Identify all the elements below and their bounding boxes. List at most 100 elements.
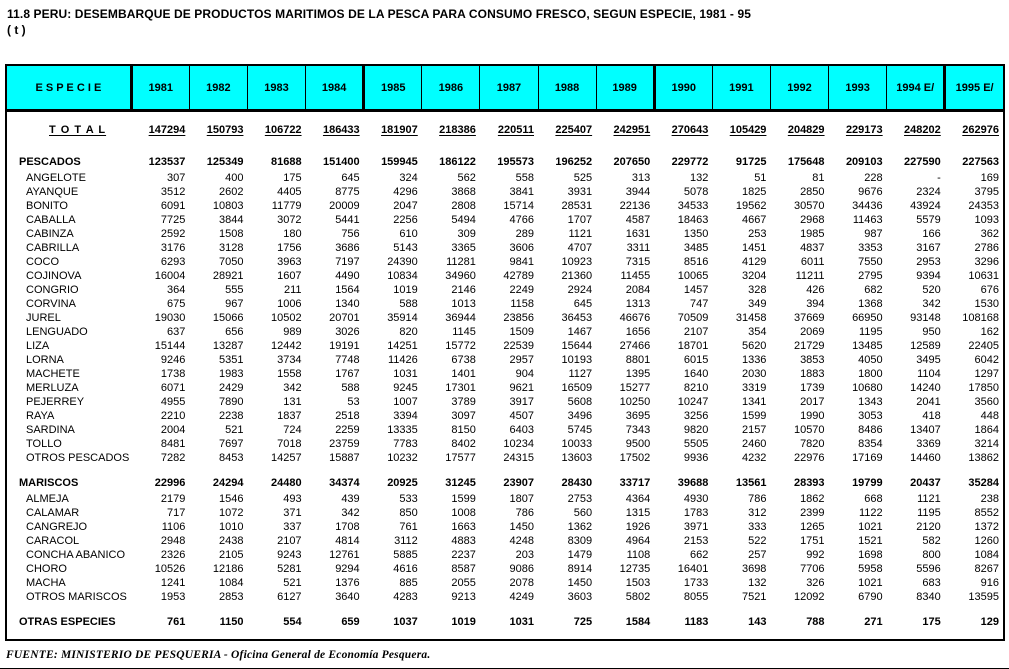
value-cell: 1313: [625, 298, 651, 310]
value-cell: 225407: [555, 124, 593, 136]
value-cell: 3640: [335, 591, 360, 603]
value-cell: 725: [573, 616, 593, 628]
value-cell: 989: [283, 326, 302, 338]
table-row: CANGREJO 1106 1010 337 1708 761 1663 1450 1362 19…: [7, 520, 1003, 534]
value-cell: 10232: [387, 452, 418, 464]
table-row: MACHETE 1738 1983 1558 1767 1031 1401 904 1127 13…: [7, 367, 1003, 381]
value-cell: 8402: [451, 438, 476, 450]
species-label: LORNA: [26, 354, 64, 366]
value-cell: 1368: [858, 298, 883, 310]
value-cell: 1862: [800, 493, 825, 505]
value-cell: 562: [457, 172, 476, 184]
value-cell: 6293: [160, 256, 186, 268]
page-title: 11.8 PERU: DESEMBARQUE DE PRODUCTOS MARI…: [7, 7, 751, 21]
value-cell: 123537: [148, 156, 186, 168]
value-cell: 9841: [509, 256, 534, 268]
value-cell: 15644: [561, 340, 593, 352]
value-cell: 22996: [154, 477, 186, 489]
value-cell: 1195: [917, 507, 941, 519]
table-row: T O T A L 147294 150793 106722 186433 181907 2…: [7, 111, 1003, 145]
value-cell: 1150: [219, 616, 244, 628]
value-cell: 3353: [858, 242, 883, 254]
value-cell: 328: [748, 284, 767, 296]
value-cell: 175: [283, 172, 302, 184]
value-cell: 4507: [509, 410, 534, 422]
value-cell: 683: [922, 577, 941, 589]
value-cell: 175648: [787, 156, 825, 168]
value-cell: 1508: [218, 228, 244, 240]
value-cell: 3495: [916, 354, 941, 366]
value-cell: 27466: [619, 340, 651, 352]
value-cell: 28531: [561, 200, 593, 212]
species-label: CABALLA: [26, 214, 76, 226]
species-label: OTROS PESCADOS: [26, 452, 130, 464]
value-cell: 1031: [393, 368, 418, 380]
value-cell: 5608: [567, 396, 593, 408]
value-cell: 16004: [154, 270, 186, 282]
value-cell: 228: [864, 172, 883, 184]
value-cell: 2055: [451, 577, 476, 589]
value-cell: 34960: [445, 270, 476, 282]
value-cell: 8309: [567, 535, 593, 547]
source-footer: FUENTE: MINISTERIO DE PESQUERIA - Oficin…: [6, 649, 431, 661]
value-cell: 14257: [270, 452, 302, 464]
table-row: BONITO 6091 10803 11779 20009 2047 2808 15714 28…: [7, 199, 1003, 213]
value-cell: 15277: [619, 382, 651, 394]
value-cell: 7783: [393, 438, 418, 450]
value-cell: 8775: [335, 186, 360, 198]
value-cell: 637: [166, 326, 186, 338]
value-cell: 1007: [393, 396, 418, 408]
column-header-year: 1988: [537, 66, 597, 112]
value-cell: 229772: [671, 156, 709, 168]
value-cell: 558: [515, 172, 534, 184]
value-cell: 14240: [910, 382, 941, 394]
value-cell: 3167: [916, 242, 941, 254]
value-cell: 180: [283, 228, 302, 240]
table-border-box: E S P E C I E 1981 1982 1983 1984 1985 1986 198…: [5, 64, 1005, 641]
value-cell: 3176: [160, 242, 186, 254]
value-cell: 4248: [509, 535, 534, 547]
value-cell: 9243: [277, 549, 302, 561]
value-cell: 3606: [509, 242, 534, 254]
value-cell: 5143: [393, 242, 418, 254]
value-cell: 1158: [510, 298, 534, 310]
value-cell: 106722: [264, 124, 302, 136]
value-cell: 2004: [160, 424, 186, 436]
value-cell: 3214: [974, 438, 999, 450]
value-cell: 349: [748, 298, 767, 310]
value-cell: 371: [283, 507, 302, 519]
value-cell: 17502: [619, 452, 651, 464]
value-cell: 28430: [561, 477, 593, 489]
value-cell: 4955: [160, 396, 186, 408]
value-cell: 7050: [218, 256, 244, 268]
value-cell: 13287: [212, 340, 244, 352]
value-cell: 307: [166, 172, 186, 184]
value-cell: 2850: [800, 186, 825, 198]
value-cell: 17850: [968, 382, 999, 394]
value-cell: 1530: [974, 298, 999, 310]
value-cell: 143: [748, 616, 767, 628]
species-label: PEJERREY: [26, 396, 85, 408]
value-cell: 13595: [968, 591, 999, 603]
value-cell: 2853: [218, 591, 244, 603]
species-label: MARISCOS: [19, 477, 79, 489]
value-cell: 7890: [218, 396, 244, 408]
value-cell: 159945: [381, 156, 418, 168]
value-cell: 7197: [335, 256, 360, 268]
value-cell: 4766: [509, 214, 534, 226]
value-cell: 1019: [451, 616, 476, 628]
value-cell: 656: [225, 326, 244, 338]
table-row: CHORO 10526 12186 5281 9294 4616 8587 9086 8914 1…: [7, 562, 1003, 576]
value-cell: -: [937, 172, 941, 184]
table-row: COCO 6293 7050 3963 7197 24390 11281 9841 10923 7…: [7, 255, 1003, 269]
value-cell: 7521: [741, 591, 767, 603]
table-row: CABRILLA 3176 3128 1756 3686 5143 3365 3606 4707…: [7, 241, 1003, 255]
value-cell: 7550: [858, 256, 883, 268]
value-cell: 42789: [503, 270, 534, 282]
value-cell: 6015: [683, 354, 709, 366]
value-cell: 14251: [387, 340, 418, 352]
value-cell: 5281: [277, 563, 302, 575]
value-cell: 2153: [683, 535, 709, 547]
value-cell: 10193: [561, 354, 593, 366]
value-cell: 426: [806, 284, 825, 296]
